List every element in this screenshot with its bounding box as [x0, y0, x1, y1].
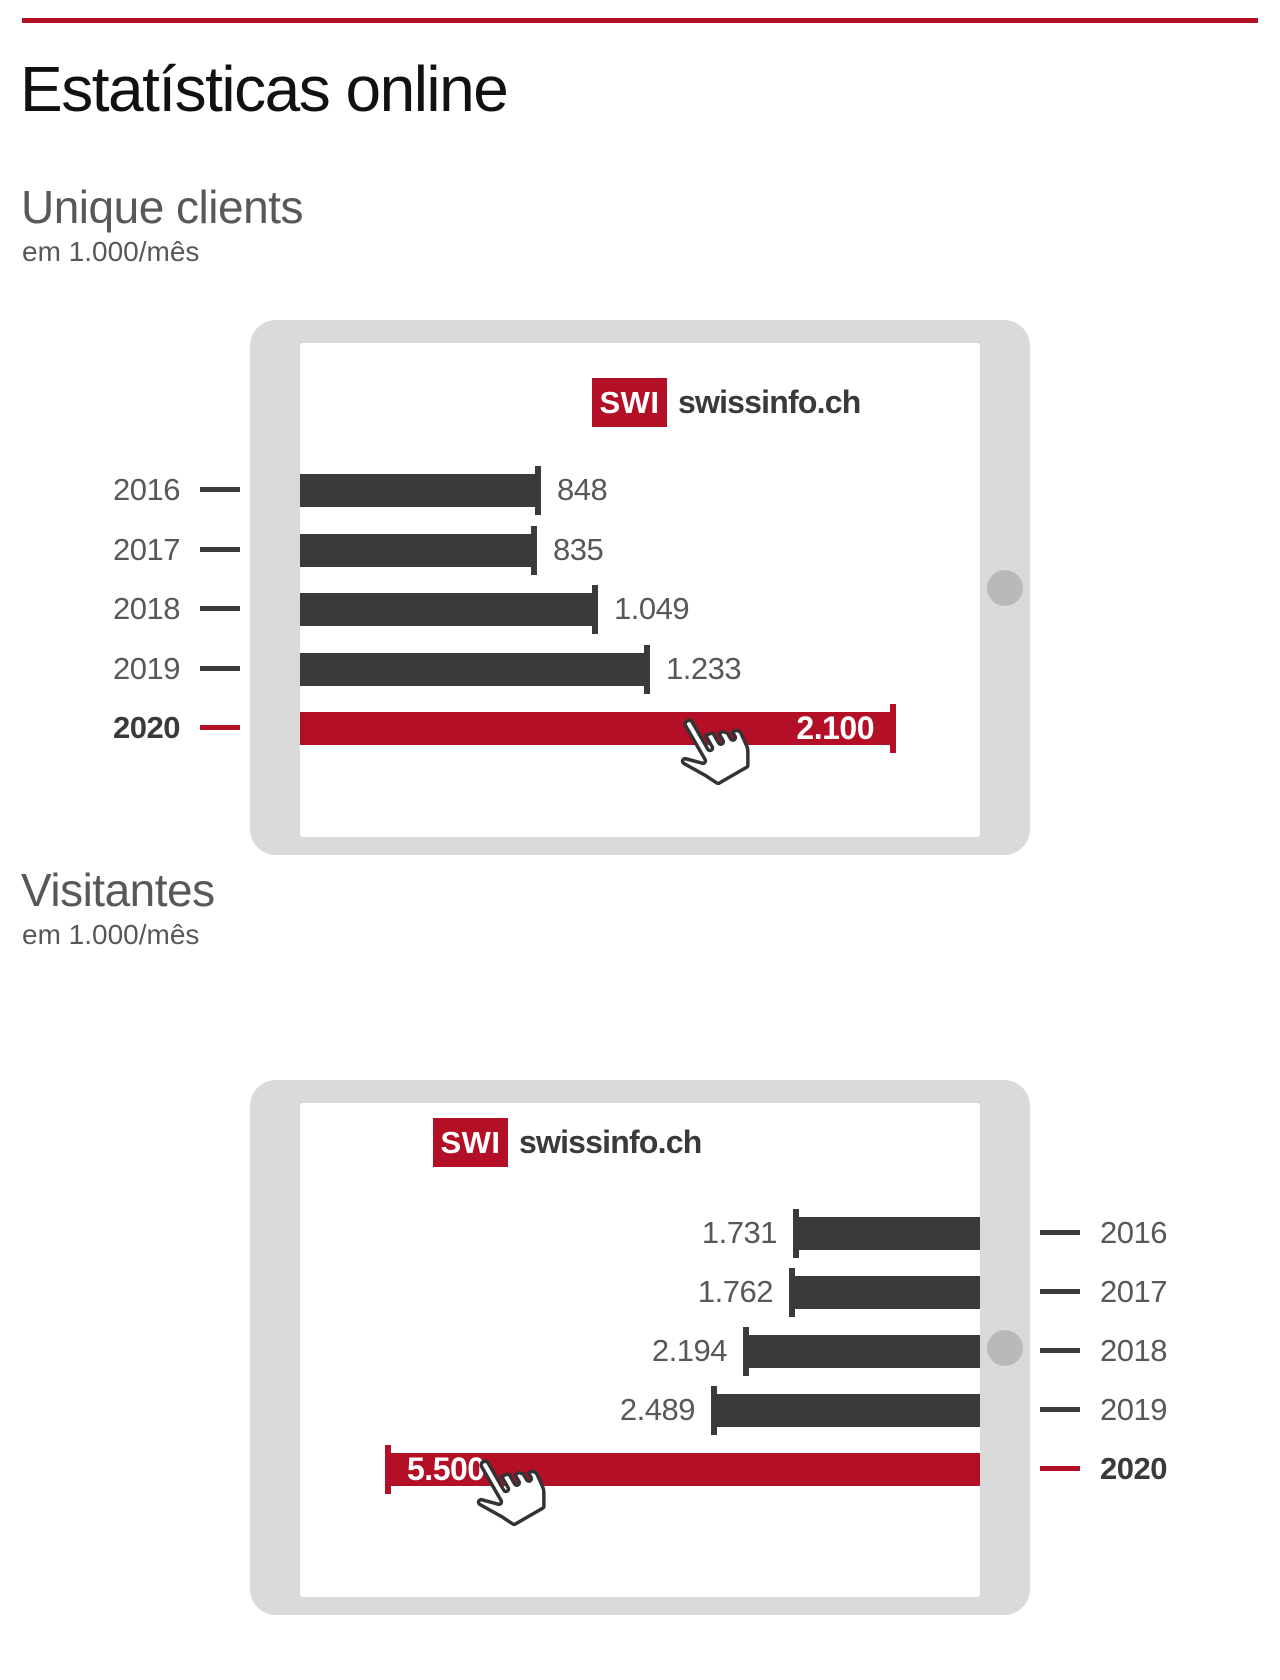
swi-logo-badge: SWI — [433, 1118, 508, 1167]
year-label-2018: 2018 — [113, 591, 180, 626]
year-tick — [200, 666, 240, 671]
section-heading-unique-clients: Unique clients — [21, 181, 303, 233]
year-label-2020: 2020 — [1100, 1451, 1167, 1486]
year-label-2019: 2019 — [1100, 1392, 1167, 1427]
swissinfo-logo-text: swissinfo.ch — [519, 1124, 702, 1160]
swissinfo-logo-text: swissinfo.ch — [678, 384, 861, 420]
swi-logo-badge: SWI — [592, 378, 667, 427]
year-tick — [200, 547, 240, 552]
top-rule — [22, 18, 1258, 23]
year-tick — [200, 725, 240, 730]
year-tick — [1040, 1289, 1080, 1294]
swissinfo-logo: SWI swissinfo.ch — [433, 1118, 702, 1167]
year-label-2018: 2018 — [1100, 1333, 1167, 1368]
section-subheading-unique-clients: em 1.000/mês — [22, 236, 200, 267]
year-tick — [1040, 1407, 1080, 1412]
tablet-camera-dot — [987, 570, 1023, 606]
year-label-2017: 2017 — [113, 532, 180, 567]
year-tick — [1040, 1348, 1080, 1353]
year-label-2016: 2016 — [113, 472, 180, 507]
year-label-2020: 2020 — [113, 710, 180, 745]
tablet-camera-dot — [987, 1330, 1023, 1366]
tablet-frame-2 — [250, 1080, 1030, 1615]
swissinfo-logo: SWI swissinfo.ch — [592, 378, 861, 427]
year-tick — [200, 606, 240, 611]
page-title: Estatísticas online — [20, 53, 509, 125]
section-subheading-visitantes: em 1.000/mês — [22, 919, 200, 950]
year-tick — [1040, 1230, 1080, 1235]
tablet-screen-2 — [300, 1103, 980, 1597]
year-tick — [200, 487, 240, 492]
year-label-2017: 2017 — [1100, 1274, 1167, 1309]
section-heading-visitantes: Visitantes — [21, 864, 215, 916]
year-tick — [1040, 1466, 1080, 1471]
year-label-2019: 2019 — [113, 651, 180, 686]
year-label-2016: 2016 — [1100, 1215, 1167, 1250]
